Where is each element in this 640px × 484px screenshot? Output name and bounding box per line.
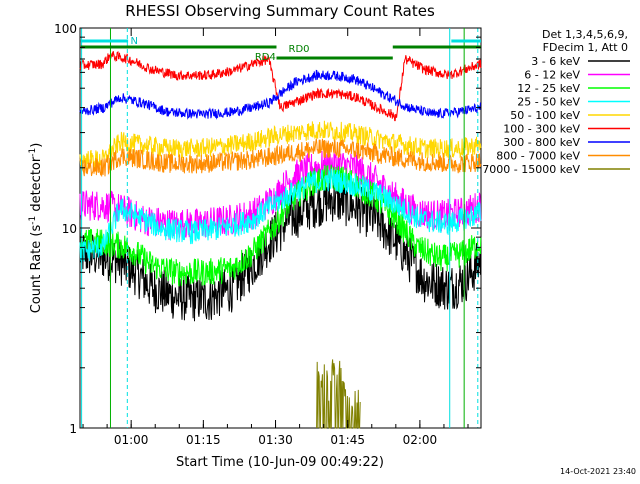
x-tick-label-2: 01:30: [258, 433, 293, 447]
y-axis-label-sup: -1: [28, 216, 38, 225]
series-line-5: [79, 51, 482, 122]
x-tick-label-4: 02:00: [403, 433, 438, 447]
y-axis-label: Count Rate (s-1 detector-1): [28, 143, 44, 314]
y-tick-label-0: 100: [54, 22, 77, 36]
overlay-layer: N RD0 RD4: [80, 28, 481, 428]
x-tick-label-0: 01:00: [114, 433, 149, 447]
legend-label-0: 3 - 6 keV: [531, 55, 580, 68]
legend-label-2: 12 - 25 keV: [517, 82, 580, 95]
legend-label-6: 300 - 800 keV: [503, 136, 580, 149]
generation-timestamp: 14-Oct-2021 23:40: [560, 467, 636, 476]
rd4-flag-label: RD4: [255, 52, 276, 63]
plot-area: N RD0 RD4 01:00 01:15 01:30 01:45 02:00 100 10 1: [54, 22, 482, 447]
chart-title: RHESSI Observing Summary Count Rates: [125, 2, 435, 20]
legend-label-3: 25 - 50 keV: [517, 96, 580, 109]
x-tick-label-1: 01:15: [186, 433, 221, 447]
legend-label-8: 7000 - 15000 keV: [482, 163, 580, 176]
series-line-7: [79, 138, 482, 177]
y-tick-label-1: 10: [62, 222, 77, 236]
y-axis-label-start: Count Rate (s: [29, 225, 44, 314]
legend-label-4: 50 - 100 keV: [510, 109, 580, 122]
legend-label-5: 100 - 300 keV: [503, 123, 580, 136]
y-axis-label-end: ): [29, 143, 44, 148]
y-axis-label-mid: detector: [29, 156, 44, 216]
y-axis-label-sup-2: -1: [28, 148, 38, 157]
series-line-3: [79, 168, 482, 263]
series-line-8: [316, 359, 361, 429]
legend: Det 1,3,4,5,6,9, FDecim 1, Att 0 3 - 6 k…: [482, 28, 630, 176]
x-tick-label-3: 01:45: [330, 433, 365, 447]
legend-header-line-1: Det 1,3,4,5,6,9,: [542, 28, 628, 41]
tick-layer: 01:00 01:15 01:30 01:45 02:00 100 10 1: [54, 22, 481, 447]
series-line-6: [79, 69, 482, 120]
legend-header-line-2: FDecim 1, Att 0: [543, 41, 628, 54]
rd0-flag-label: RD0: [289, 44, 310, 55]
series-line-0: [79, 178, 482, 322]
legend-label-1: 6 - 12 keV: [524, 69, 580, 82]
night-flag-label: N: [131, 36, 138, 47]
series-layer: [79, 51, 482, 429]
series-line-4: [79, 120, 482, 170]
y-tick-label-2: 1: [69, 422, 77, 436]
x-axis-label: Start Time (10-Jun-09 00:49:22): [176, 455, 384, 470]
series-line-2: [79, 164, 482, 287]
legend-label-7: 800 - 7000 keV: [496, 150, 580, 163]
